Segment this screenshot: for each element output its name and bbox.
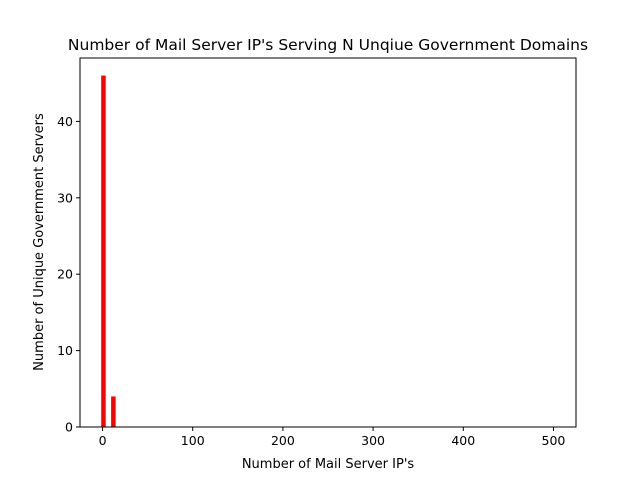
y-tick-label: 10 (57, 343, 73, 358)
y-tick-label: 0 (65, 420, 73, 435)
y-axis-ticks: 0 10 20 30 40 (57, 114, 80, 435)
x-tick-label: 100 (181, 433, 205, 448)
y-tick-label: 30 (57, 190, 73, 205)
x-tick-label: 0 (99, 433, 107, 448)
y-tick-label: 20 (57, 267, 73, 282)
x-tick-label: 400 (451, 433, 475, 448)
y-axis-label: Number of Unique Government Servers (32, 113, 47, 371)
x-axis-ticks: 0 100 200 300 400 500 (99, 427, 566, 448)
x-axis-label: Number of Mail Server IP's (242, 457, 415, 472)
x-tick-label: 500 (542, 433, 566, 448)
y-tick-label: 40 (57, 114, 73, 129)
bar-0 (101, 75, 106, 428)
bars-layer (101, 75, 116, 428)
chart-title: Number of Mail Server IP's Serving N Unq… (68, 36, 588, 54)
x-tick-label: 300 (361, 433, 385, 448)
bar-1 (111, 396, 116, 427)
x-tick-label: 200 (271, 433, 295, 448)
plot-frame (79, 57, 577, 428)
